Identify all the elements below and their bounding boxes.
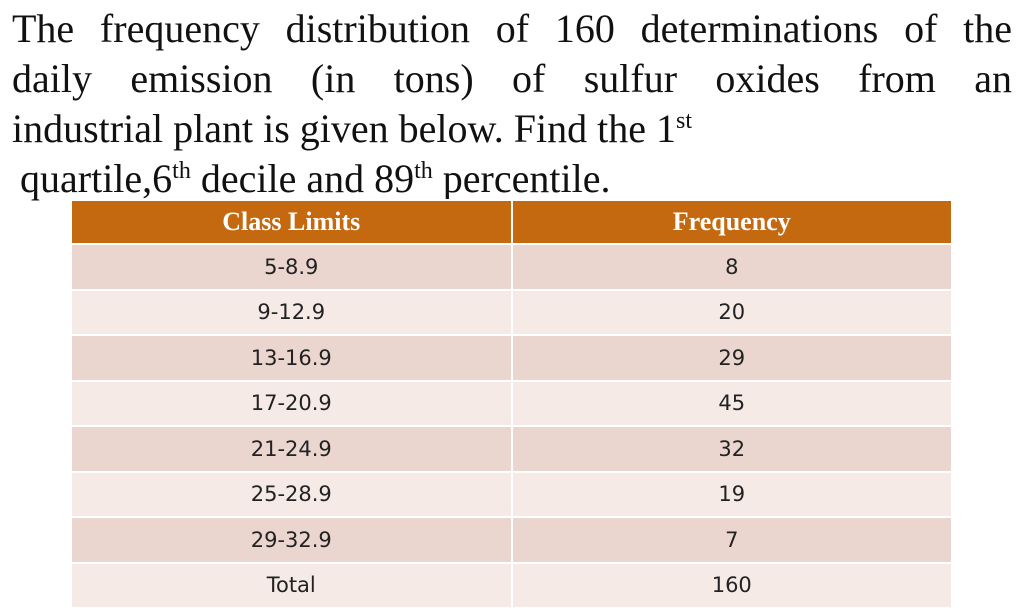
frequency-table: Class Limits Frequency 5-8.9 8 9-12.9 20 13-… [70,199,953,609]
question: The frequency distribution of 160 determ… [12,4,1012,204]
table-row: 9-12.9 20 [70,288,953,336]
class-limit-cell: 29-32.9 [70,516,513,564]
frequency-cell: 20 [510,288,953,336]
header-row: Class Limits Frequency [70,199,953,245]
class-limit-cell: 5-8.9 [70,243,513,291]
table-row: Total 160 [70,561,953,609]
question-text: daily emission (in tons) of sulfur oxide… [12,56,1012,101]
superscript: th [172,158,191,184]
class-limit-cell: 21-24.9 [70,425,513,473]
class-limit-cell: 17-20.9 [70,379,513,427]
frequency-cell: 160 [510,561,953,609]
table-body: 5-8.9 8 9-12.9 20 13-16.9 29 17-20.9 45 21-24.9 3… [70,243,953,609]
question-text: percentile. [432,156,611,201]
class-limit-cell: 13-16.9 [70,334,513,382]
table-row: 5-8.9 8 [70,243,953,291]
table-row: 25-28.9 19 [70,470,953,518]
frequency-cell: 32 [510,425,953,473]
frequency-cell: 29 [510,334,953,382]
frequency-cell: 8 [510,243,953,291]
header-cell: Frequency [510,199,953,245]
superscript: th [414,158,433,184]
frequency-cell: 7 [510,516,953,564]
question-text: industrial plant is given below. Find th… [12,106,677,151]
question-line: The frequency distribution of 160 determ… [12,4,1012,54]
class-limit-cell: 25-28.9 [70,470,513,518]
table-row: 17-20.9 45 [70,379,953,427]
question-line: industrial plant is given below. Find th… [12,104,1012,154]
question-text: decile and 89 [190,156,415,201]
table-row: 13-16.9 29 [70,334,953,382]
frequency-cell: 19 [510,470,953,518]
header-cell: Class Limits [70,199,513,245]
question-text: The frequency distribution of 160 determ… [12,6,1012,51]
superscript: st [676,108,693,134]
class-limit-cell: Total [70,561,513,609]
question-text: quartile,6 [20,156,173,201]
question-line: quartile,6th decile and 89th percentile. [12,154,1012,204]
table-row: 21-24.9 32 [70,425,953,473]
question-line: daily emission (in tons) of sulfur oxide… [12,54,1012,104]
table-row: 29-32.9 7 [70,516,953,564]
frequency-cell: 45 [510,379,953,427]
class-limit-cell: 9-12.9 [70,288,513,336]
